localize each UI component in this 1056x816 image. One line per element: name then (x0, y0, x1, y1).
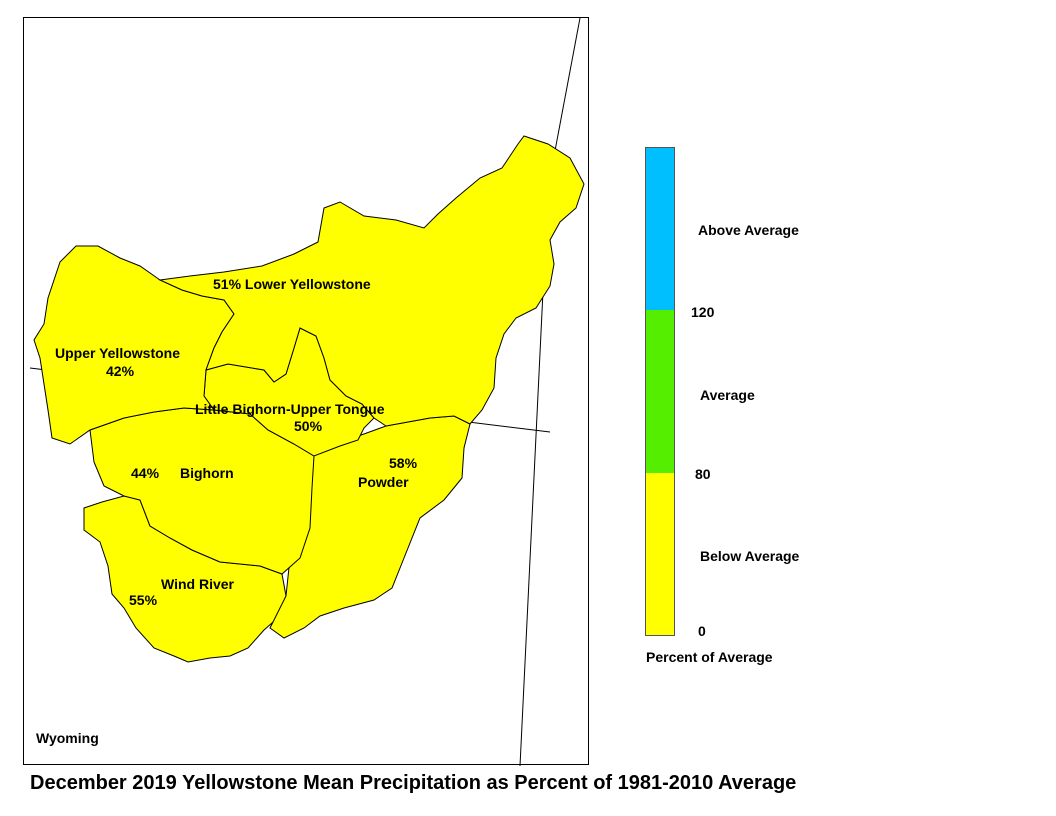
basin-name-powder: Powder (358, 474, 409, 490)
basin-percent-powder: 58% (389, 455, 418, 471)
basin-name-little-bighorn-upper-tongue: Little Bighorn-Upper Tongue (195, 401, 385, 417)
basin-name-bighorn: Bighorn (180, 465, 234, 481)
basin-label-lower-yellowstone: 51% Lower Yellowstone (213, 276, 371, 292)
legend-band-below-average (646, 473, 674, 635)
basin-percent-little-bighorn-upper-tongue: 50% (294, 418, 323, 434)
basin-upper-yellowstone (33, 245, 235, 445)
legend-title: Percent of Average (646, 649, 773, 665)
legend-label-average: Average (700, 387, 755, 403)
legend-label-above-average: Above Average (698, 222, 799, 238)
state-label: Wyoming (36, 730, 99, 746)
legend-band-above-average (646, 148, 674, 310)
basin-name-upper-yellowstone: Upper Yellowstone (55, 345, 180, 361)
map-frame: 51% Lower Yellowstone Upper Yellowstone … (23, 17, 589, 766)
basin-map: 51% Lower Yellowstone Upper Yellowstone … (29, 18, 585, 766)
basin-lower-yellowstone (158, 135, 585, 427)
legend-label-below-average: Below Average (700, 548, 800, 564)
legend-tick-120: 120 (691, 304, 715, 320)
legend-tick-0: 0 (698, 623, 706, 639)
basin-percent-wind-river: 55% (129, 592, 158, 608)
legend-colorbar (645, 147, 675, 636)
basin-percent-bighorn: 44% (131, 465, 160, 481)
figure-caption: December 2019 Yellowstone Mean Precipita… (30, 772, 797, 794)
legend-tick-80: 80 (695, 466, 711, 482)
legend-band-average (646, 310, 674, 473)
basin-name-wind-river: Wind River (161, 576, 235, 592)
basin-percent-upper-yellowstone: 42% (106, 363, 135, 379)
